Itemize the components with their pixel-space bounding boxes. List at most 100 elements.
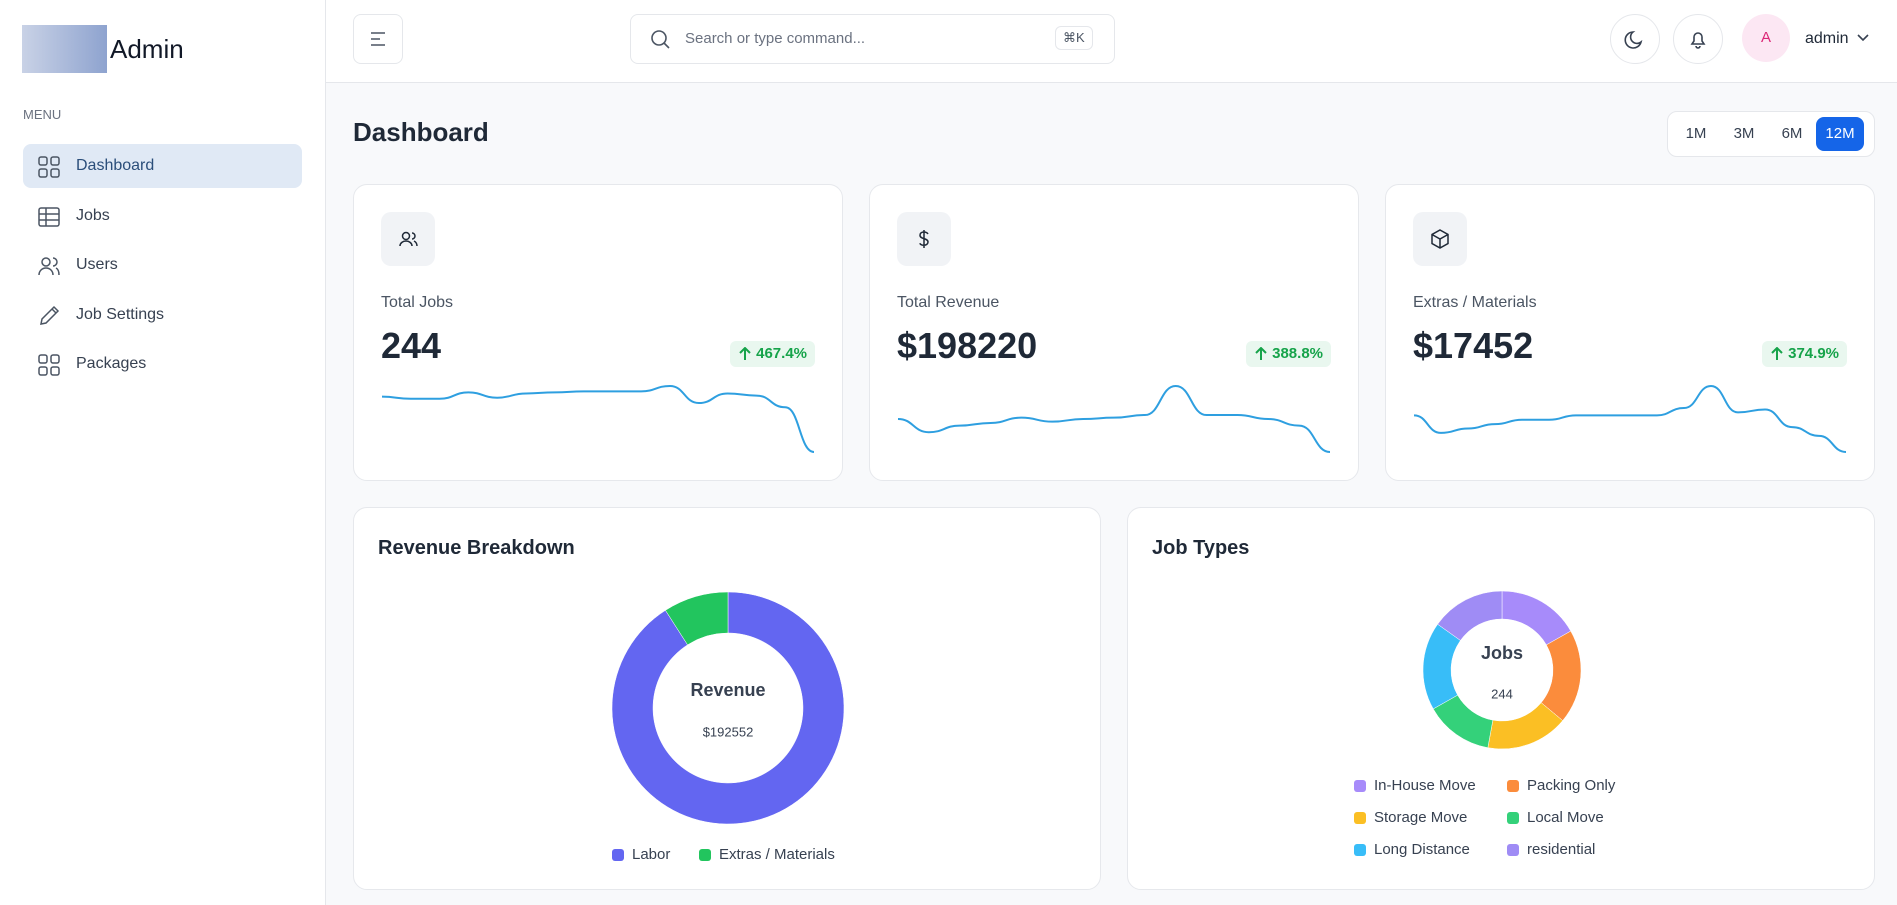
card-title: Job Types: [1152, 537, 1250, 559]
stat-change: 467.4%: [730, 341, 815, 367]
chevron: [1857, 34, 1869, 42]
card-title: Revenue Breakdown: [378, 537, 575, 559]
legend-swatch: [699, 849, 711, 861]
stat-card: Extras / Materials $17452 374.9%: [1385, 184, 1875, 481]
search-placeholder: Search or type command...: [685, 30, 866, 47]
sparkline: [381, 384, 815, 453]
sparkline: [1413, 384, 1847, 453]
legend-swatch: [612, 849, 624, 861]
nav-label: Jobs: [76, 206, 110, 224]
menu-label: MENU: [23, 107, 62, 122]
range-selector: 1M 3M 6M 12M: [1667, 111, 1875, 157]
nav-icon: [40, 305, 60, 325]
stat-icon: [399, 231, 418, 247]
stat-label: Total Jobs: [381, 294, 454, 311]
center-value: 244: [1491, 686, 1513, 701]
menu-toggle[interactable]: [353, 14, 403, 64]
legend-swatch: [1507, 780, 1519, 792]
nav-label: Packages: [76, 355, 147, 372]
job-types-card: Job Types Jobs 244 In-House Move Packing On…: [1127, 507, 1875, 890]
sidebar: Admin MENU Dashboard Jobs Users Job Setting…: [0, 0, 326, 905]
moon-icon: [1624, 31, 1643, 49]
nav-icon: [38, 206, 60, 227]
legend-label: Extras / Materials: [719, 846, 835, 863]
donut-segment: [1422, 623, 1461, 710]
legend-label: residential: [1527, 841, 1595, 858]
legend-label: Packing Only: [1527, 777, 1616, 794]
center-value: $192552: [703, 724, 754, 739]
range-button[interactable]: 3M: [1733, 125, 1755, 142]
legend-swatch: [1354, 780, 1366, 792]
search[interactable]: Search or type command... ⌘K: [630, 14, 1115, 64]
revenue-card: Revenue Breakdown Revenue $192552 Labor Ext…: [353, 507, 1101, 890]
sparkline: [897, 384, 1331, 453]
nav-icon: [38, 156, 60, 178]
bell-icon: [1690, 32, 1706, 49]
nav-item[interactable]: Users: [23, 243, 302, 287]
nav-item[interactable]: Dashboard: [23, 144, 302, 188]
nav-item[interactable]: Jobs: [23, 194, 302, 238]
menu-icon: [371, 32, 385, 46]
stat-value: $17452: [1413, 325, 1534, 366]
legend-swatch: [1354, 844, 1366, 856]
search-icon: [651, 30, 670, 49]
stat-value: $198220: [897, 325, 1038, 366]
stat-label: Extras / Materials: [1413, 294, 1537, 311]
stat-icon: [1431, 229, 1449, 249]
stat-label: Total Revenue: [897, 294, 1000, 311]
job-types-donut: Jobs 244 In-House Move Packing Only Storage …: [1354, 590, 1616, 858]
stat-card: Total Revenue $198220 388.8%: [869, 184, 1359, 481]
notifications[interactable]: [1673, 14, 1723, 64]
stat-change-value: 467.4%: [756, 345, 807, 362]
nav-label: Job Settings: [76, 305, 165, 323]
stat-icon: [919, 230, 929, 248]
range-button[interactable]: 12M: [1816, 117, 1864, 151]
brand: Admin: [110, 34, 184, 64]
stat-icon-box: [897, 212, 951, 266]
donut-segment: [1437, 590, 1503, 641]
range-button[interactable]: 1M: [1685, 125, 1707, 142]
legend-label: Local Move: [1527, 809, 1604, 826]
nav-label: Users: [76, 256, 118, 273]
arrow-up: [1255, 347, 1267, 360]
sparkline-line: [381, 384, 815, 453]
stat-change: 388.8%: [1246, 341, 1331, 367]
nav-icon: [38, 354, 60, 376]
shortcut: ⌘K: [1055, 26, 1093, 50]
page-title: Dashboard: [353, 117, 489, 147]
nav-item[interactable]: Packages: [23, 342, 302, 386]
legend-label: In-House Move: [1374, 777, 1476, 794]
user-name[interactable]: admin: [1805, 30, 1849, 47]
topbar: Search or type command... ⌘K A admin: [326, 0, 1897, 83]
nav-icon: [38, 257, 60, 276]
legend-label: Labor: [632, 846, 670, 863]
center-label: Jobs: [1481, 643, 1523, 663]
sparkline-line: [897, 384, 1331, 453]
range-button[interactable]: 6M: [1781, 125, 1803, 142]
legend-swatch: [1354, 812, 1366, 824]
revenue-donut: Revenue $192552 Labor Extras / Materials: [611, 591, 845, 863]
legend-label: Long Distance: [1374, 841, 1470, 858]
legend-label: Storage Move: [1374, 809, 1467, 826]
logo: [22, 25, 107, 73]
legend-swatch: [1507, 812, 1519, 824]
stat-card: Total Jobs 244 467.4%: [353, 184, 843, 481]
avatar[interactable]: A: [1742, 14, 1790, 62]
arrow-up: [1771, 347, 1783, 360]
nav-label: Dashboard: [76, 157, 155, 174]
stat-change-value: 388.8%: [1272, 345, 1323, 362]
arrow-up: [739, 347, 751, 360]
stat-change: 374.9%: [1762, 341, 1847, 367]
donut-segment: [611, 591, 845, 825]
stat-icon-box: [381, 212, 435, 266]
nav-item[interactable]: Job Settings: [23, 293, 302, 337]
theme-toggle[interactable]: [1610, 14, 1660, 64]
stat-value: 244: [381, 325, 442, 366]
center-label: Revenue: [690, 680, 765, 700]
donut-segment: [665, 591, 729, 646]
sparkline-line: [1413, 384, 1847, 453]
stat-icon-box: [1413, 212, 1467, 266]
legend-swatch: [1507, 844, 1519, 856]
